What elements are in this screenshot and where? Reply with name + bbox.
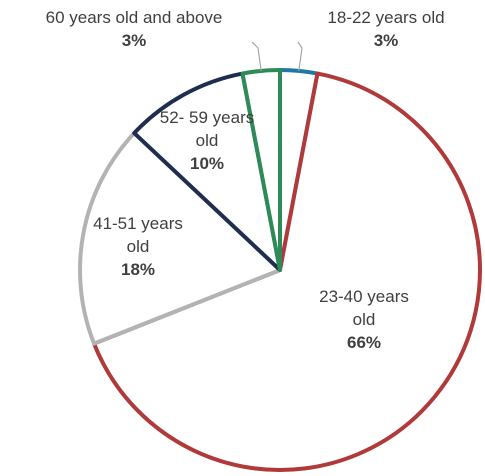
label-18-22-value: 3% (373, 31, 399, 50)
label-60-plus: 60 years old and above 3% (18, 6, 250, 52)
label-23-40-value: 66% (346, 333, 382, 352)
slice-23-40 (92, 71, 482, 472)
leader-line-18-22 (297, 41, 303, 71)
slice-41-51 (78, 131, 282, 346)
label-18-22: 18-22 years old 3% (296, 6, 476, 52)
label-41-51-name: 41-51 years old (93, 214, 183, 256)
label-52-59-value: 10% (189, 154, 225, 173)
label-18-22-name: 18-22 years old (327, 8, 445, 27)
slice-52-59 (132, 71, 282, 272)
label-60-plus-value: 3% (121, 31, 147, 50)
label-23-40: 23-40 years old 66% (316, 285, 412, 354)
label-41-51: 41-51 years old 18% (92, 212, 184, 281)
label-23-40-name: 23-40 years old (319, 287, 409, 329)
label-52-59-name: 52- 59 years old (159, 108, 255, 150)
label-41-51-value: 18% (120, 260, 156, 279)
label-60-plus-name: 60 years old and above (45, 8, 223, 27)
label-52-59: 52- 59 years old 10% (150, 106, 264, 175)
leader-line-60-plus (251, 41, 262, 71)
